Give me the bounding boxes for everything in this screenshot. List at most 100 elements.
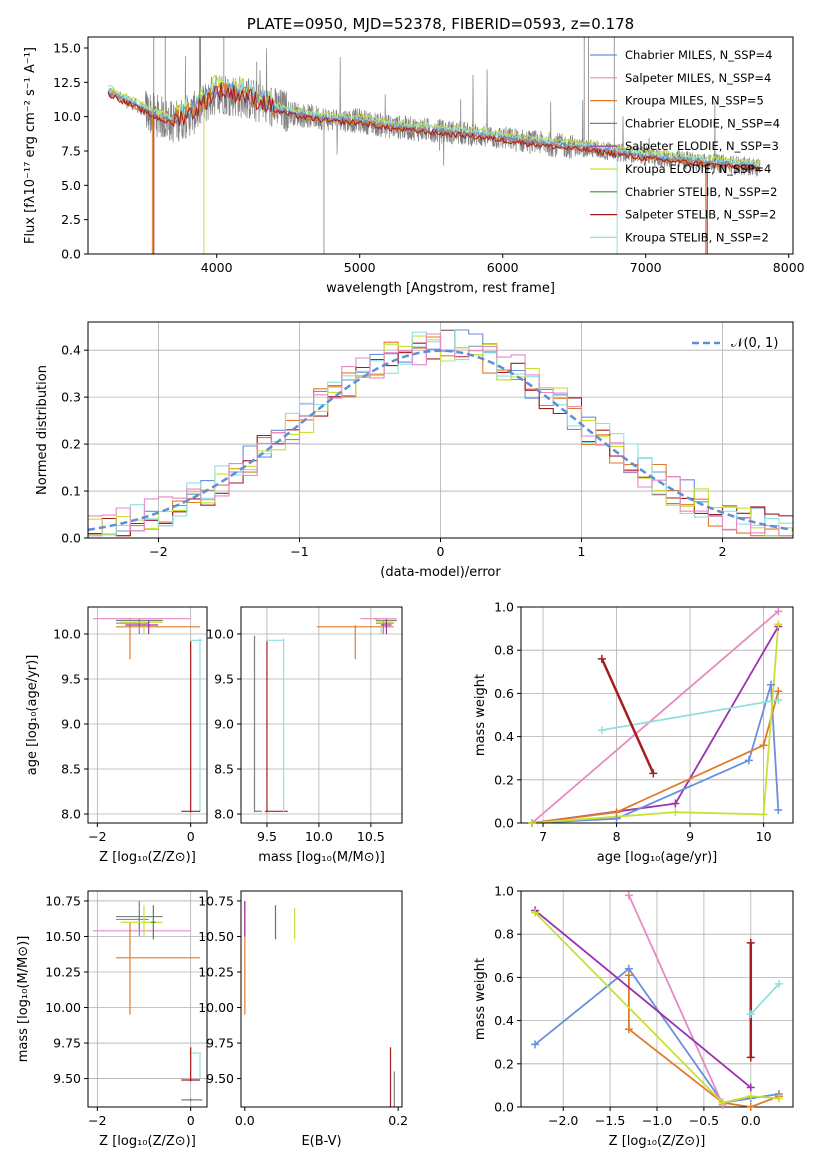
axes-frame [87, 890, 208, 1108]
y-tick-label: 2.5 [61, 212, 81, 227]
point-marker-kroupa_elodie [528, 819, 537, 827]
y-tick-label: 5.0 [61, 178, 81, 193]
y-tick-label: 10.0 [53, 627, 81, 642]
point-marker-chabrier_miles [531, 1040, 540, 1049]
y-axis-label: mass weight [473, 674, 488, 756]
grid [241, 607, 402, 823]
series-line-kroupa_miles [531, 690, 780, 823]
x-axis-label: Z [log₁₀(Z/Z⊙)] [99, 1134, 196, 1149]
x-axis-label: E(B-V) [301, 1134, 341, 1149]
point-marker-kroupa_miles [746, 1103, 755, 1111]
y-tick-label: 0.8 [494, 643, 514, 658]
point-marker-kroupa_elodie [774, 1094, 783, 1103]
x-tick-label: −2 [88, 829, 106, 844]
point-marker-salpeter_miles [774, 607, 783, 616]
point-marker-kroupa_elodie [746, 1092, 755, 1101]
plot-area [92, 900, 203, 1102]
y-tick-label: 9.50 [206, 1071, 234, 1086]
y-tick-label: 0.0 [494, 816, 514, 831]
y-tick-label: 9.0 [214, 717, 234, 732]
point-marker-kroupa_miles [774, 687, 783, 696]
legend-label-salpeter_elodie: Salpeter ELODIE, N_SSP=3 [625, 139, 779, 153]
y-tick-label: 0.2 [494, 772, 514, 787]
y-tick-label: 0.4 [494, 729, 514, 744]
x-tick-label: 1 [578, 544, 586, 559]
legend-label-kroupa_stelib: Kroupa STELIB, N_SSP=2 [625, 230, 769, 244]
point-marker-chabrier_miles [766, 680, 775, 689]
y-tick-label: 0.1 [61, 484, 81, 499]
series-line-salpeter_elodie [534, 909, 752, 1089]
x-tick-label: −1.0 [642, 1113, 672, 1128]
y-tick-label: 0.3 [61, 390, 81, 405]
x-tick-label: 8 [613, 829, 621, 844]
y-tick-label: 0.6 [494, 970, 514, 985]
x-tick-label: 0 [187, 1113, 195, 1128]
residual-histogram-chart: −2 −1 0 1 2 0.0 0.1 0.2 0.3 0.4 (data-model)/error… [35, 321, 794, 580]
y-tick-label: 15.0 [53, 40, 81, 55]
series-line-kroupa_elodie [531, 624, 780, 823]
mass-vs-metallicity-chart: −2 0 9.50 9.75 10.00 10.25 10.50 10.75 Z [log₁₀(… [16, 890, 208, 1149]
x-tick-label: 0 [437, 544, 445, 559]
y-tick-label: 8.5 [214, 762, 234, 777]
x-axis-label: age [log₁₀(age/yr)] [597, 850, 718, 865]
legend-label-kroupa_miles: Kroupa MILES, N_SSP=5 [625, 94, 764, 108]
plot-area [107, 37, 761, 254]
x-tick-label: −1 [290, 544, 308, 559]
y-tick-label: 0.0 [61, 247, 81, 262]
x-tick-label: 7000 [630, 260, 662, 275]
axes-frame [87, 606, 208, 824]
y-tick-label: 0.6 [494, 686, 514, 701]
point-marker-kroupa_elodie [718, 1098, 727, 1107]
model-spectrum-salpeter_stelib [107, 82, 761, 173]
y-tick-label: 7.5 [61, 143, 81, 158]
x-tick-label: −2 [149, 544, 167, 559]
x-tick-label: 8000 [773, 260, 805, 275]
x-tick-label: 6000 [487, 260, 519, 275]
y-tick-label: 1.0 [494, 600, 514, 615]
y-tick-label: 10.75 [198, 893, 234, 908]
x-axis-label: (data-model)/error [380, 565, 501, 580]
mass-weight-vs-metallicity-chart: −2.0 −1.5 −1.0 −0.5 0.0 0.0 0.2 0.4 0.6 0.8 1.0 Z [… [473, 884, 794, 1149]
y-tick-label: 0.0 [494, 1100, 514, 1115]
x-tick-label: 0 [187, 829, 195, 844]
plot-area [244, 900, 395, 1107]
series-line-salpeter_miles [628, 894, 724, 1106]
point-marker-salpeter_stelib [597, 654, 606, 663]
x-axis-label: Z [log₁₀(Z/Z⊙)] [609, 1134, 706, 1149]
y-axis-label: mass weight [473, 958, 488, 1040]
y-tick-label: 0.8 [494, 927, 514, 942]
x-axis-label: mass [log₁₀(M/M⊙)] [258, 850, 385, 865]
legend-label-chabrier_elodie: Chabrier ELODIE, N_SSP=4 [625, 116, 780, 130]
series-line-salpeter_elodie [531, 625, 780, 823]
model-spectrum-chabrier_miles [107, 82, 761, 171]
y-axis-label: Normed distribution [35, 365, 50, 495]
y-axis-label: age [log₁₀(age/yr)] [25, 655, 40, 776]
point-marker-salpeter_miles [624, 891, 633, 900]
spectrum-chart: 4000 5000 6000 7000 8000 0.0 2.5 5.0 7.5 10.0 12.5… [23, 15, 805, 296]
y-tick-label: 9.5 [61, 672, 81, 687]
y-tick-label: 12.5 [53, 75, 81, 90]
point-marker-kroupa_stelib [774, 979, 783, 988]
y-tick-label: 9.75 [53, 1036, 81, 1051]
x-tick-label: 9.5 [257, 829, 277, 844]
axes-frame [240, 606, 403, 824]
y-tick-label: 9.0 [61, 717, 81, 732]
y-tick-label: 0.4 [61, 343, 81, 358]
x-tick-label: 5000 [344, 260, 376, 275]
y-tick-label: 9.75 [206, 1036, 234, 1051]
grid [88, 607, 207, 823]
plot-area [92, 617, 203, 813]
x-tick-label: 10.5 [357, 829, 385, 844]
legend-label-chabrier_miles: Chabrier MILES, N_SSP=4 [625, 48, 772, 62]
y-tick-label: 10.75 [45, 893, 81, 908]
legend-label-chabrier_stelib: Chabrier STELIB, N_SSP=2 [625, 185, 777, 199]
x-tick-label: −2 [88, 1113, 106, 1128]
point-marker-salpeter_stelib [649, 769, 658, 778]
y-axis-label: Flux [fλ10⁻¹⁷ erg cm⁻² s⁻¹ A⁻¹] [23, 47, 38, 244]
x-tick-label: 0.0 [235, 1113, 255, 1128]
point-marker-kroupa_elodie [759, 810, 768, 819]
grid [88, 891, 207, 1107]
histogram-step-salpeter_miles [88, 333, 793, 537]
y-tick-label: 0.2 [61, 437, 81, 452]
